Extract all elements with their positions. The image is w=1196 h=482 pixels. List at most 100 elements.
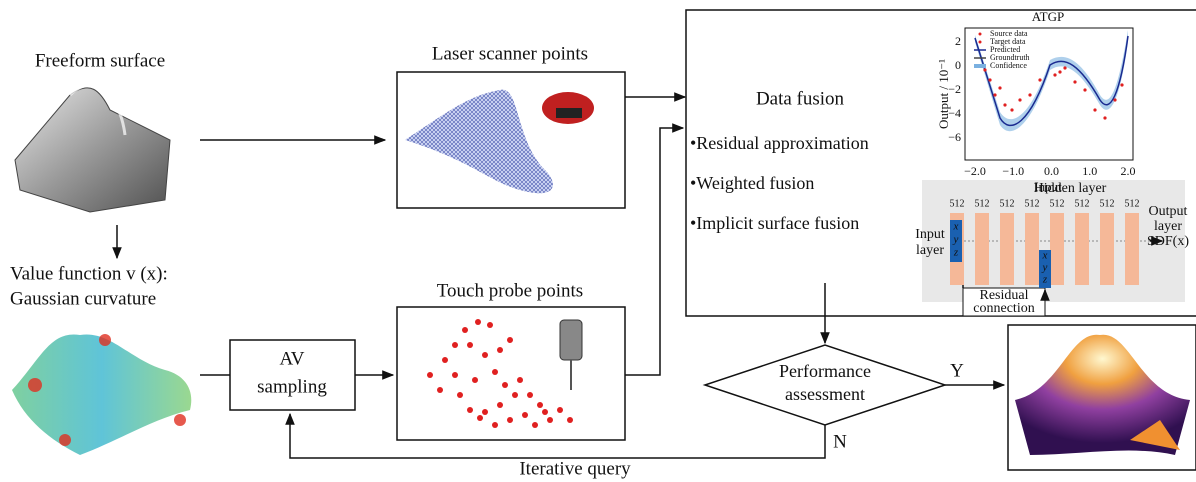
- scanner-icon: [556, 108, 582, 118]
- plot-point: [1103, 116, 1106, 119]
- curvature-image: [12, 334, 191, 455]
- label: AV: [280, 348, 305, 369]
- bullet: •Residual approximation: [690, 133, 869, 153]
- x-tick-label: 2.0: [1121, 164, 1136, 178]
- x-tick-label: −1.0: [1002, 164, 1024, 178]
- hidden-layer: [1100, 213, 1114, 285]
- hidden-layer: [1000, 213, 1014, 285]
- probe-point: [512, 392, 518, 398]
- x-tick-label: −2.0: [964, 164, 986, 178]
- label: Data fusion: [756, 88, 845, 109]
- label: N: [833, 431, 847, 452]
- y-tick-label: −4: [948, 106, 961, 120]
- probe-point: [537, 402, 543, 408]
- bullet: •Implicit surface fusion: [690, 213, 859, 233]
- probe-point: [462, 327, 468, 333]
- label: connection: [973, 301, 1034, 316]
- hidden-layer: [1125, 213, 1139, 285]
- plot-point: [998, 86, 1001, 89]
- plot-point: [1018, 98, 1021, 101]
- label: Y: [950, 360, 964, 381]
- arrow: [625, 128, 683, 375]
- hot-spot: [59, 434, 71, 446]
- x-tick-label: 1.0: [1082, 164, 1097, 178]
- plot-point: [1073, 80, 1076, 83]
- plot-point: [1093, 108, 1096, 111]
- layer-width: 512: [1125, 198, 1140, 209]
- layer-width: 512: [1050, 198, 1065, 209]
- probe-point: [532, 422, 538, 428]
- variable: x: [953, 221, 959, 233]
- label: SDF(x): [1147, 234, 1189, 249]
- hidden-layer: [1050, 213, 1064, 285]
- plot-point: [1028, 93, 1031, 96]
- probe-point: [492, 422, 498, 428]
- label: Laser scanner points: [432, 43, 588, 64]
- plot-point: [1083, 88, 1086, 91]
- probe-point: [517, 377, 523, 383]
- probe-point: [452, 342, 458, 348]
- hidden-layer: [975, 213, 989, 285]
- probe-point: [442, 357, 448, 363]
- probe-point: [502, 382, 508, 388]
- probe-point: [472, 377, 478, 383]
- legend-marker: [979, 41, 982, 44]
- label: Output: [1149, 204, 1188, 219]
- page: {"freeform": {"label": "Freeform surface…: [0, 0, 1196, 482]
- probe-point: [457, 392, 463, 398]
- probe-point: [522, 412, 528, 418]
- hot-spot: [174, 414, 186, 426]
- probe-point: [467, 407, 473, 413]
- plot-point: [1003, 103, 1006, 106]
- layer-width: 512: [1000, 198, 1015, 209]
- probe-point: [467, 342, 473, 348]
- variable: z: [953, 247, 959, 259]
- plot-point: [983, 68, 986, 71]
- label: Freeform surface: [35, 50, 165, 71]
- probe-point: [487, 322, 493, 328]
- probe-point: [567, 417, 573, 423]
- plot-point: [1058, 70, 1061, 73]
- variable: y: [1042, 262, 1048, 274]
- plot-point: [1113, 98, 1116, 101]
- probe-point: [497, 402, 503, 408]
- plot-point: [1120, 83, 1123, 86]
- label: Gaussian curvature: [10, 288, 156, 309]
- label: Touch probe points: [437, 280, 583, 301]
- label: layer: [1154, 219, 1182, 234]
- hot-spot: [99, 334, 111, 346]
- probe-icon: [560, 320, 582, 360]
- probe-point: [542, 409, 548, 415]
- label: Input: [915, 227, 945, 242]
- variable: z: [1042, 274, 1048, 286]
- y-tick-label: −2: [948, 82, 961, 96]
- layer-width: 512: [950, 198, 965, 209]
- probe-point: [557, 407, 563, 413]
- probe-point: [482, 352, 488, 358]
- y-tick-label: 0: [955, 58, 961, 72]
- probe-point: [475, 319, 481, 325]
- plot-point: [1038, 78, 1041, 81]
- probe-point: [492, 369, 498, 375]
- probe-point: [427, 372, 433, 378]
- probe-point: [507, 417, 513, 423]
- bullet: •Weighted fusion: [690, 173, 814, 193]
- label: sampling: [257, 376, 327, 397]
- plot-point: [1010, 108, 1013, 111]
- diagram: Freeform surface Laser scanner points Touc…: [0, 0, 1196, 482]
- plot-point: [1063, 66, 1066, 69]
- layer-width: 512: [1075, 198, 1090, 209]
- probe-point: [482, 409, 488, 415]
- probe-point: [527, 392, 533, 398]
- x-tick-label: 0.0: [1044, 164, 1059, 178]
- probe-point: [437, 387, 443, 393]
- probe-point: [547, 417, 553, 423]
- layer-width: 512: [1025, 198, 1040, 209]
- layer-width: 512: [1100, 198, 1115, 209]
- plot-point: [988, 78, 991, 81]
- label: Value function v (x):: [10, 263, 168, 284]
- label: Performance: [779, 361, 871, 381]
- probe-point: [477, 415, 483, 421]
- legend-label: Confidence: [990, 61, 1027, 70]
- y-tick-label: 2: [955, 34, 961, 48]
